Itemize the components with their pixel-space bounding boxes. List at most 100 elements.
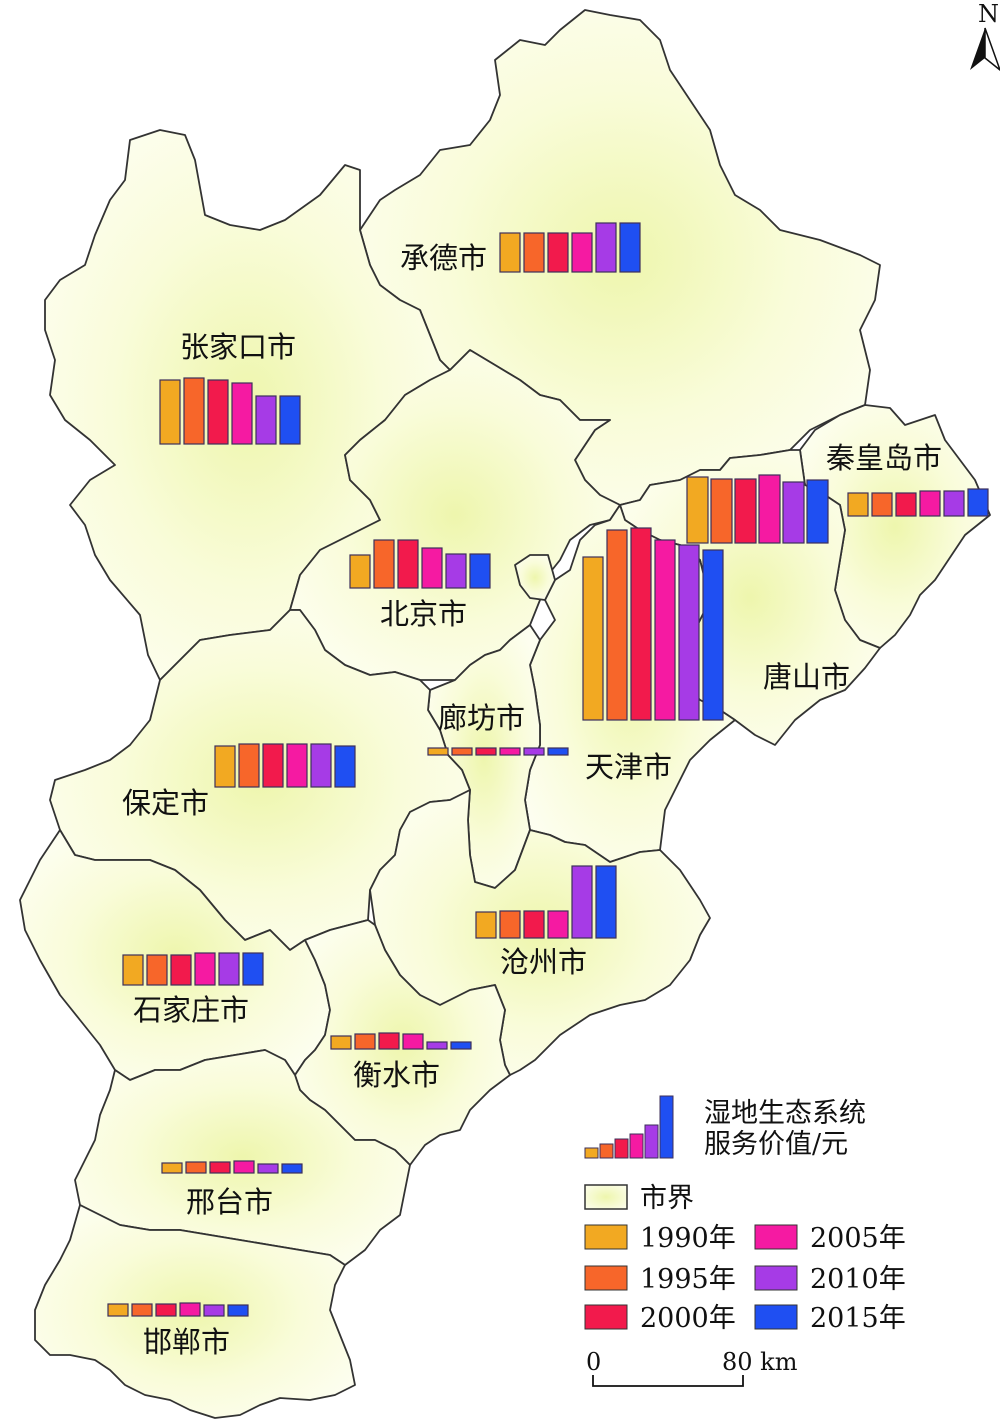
bar-2015年 [279,395,301,445]
bar-2000年 [547,232,569,273]
legend-sample-bar [614,1138,629,1159]
bar-2015年 [227,1304,249,1317]
label-cangzhou: 沧州市 [500,945,587,979]
bar-groups [107,222,989,1317]
bar-2005年 [402,1033,424,1050]
bar-2015年 [806,479,829,544]
bar-2000年 [523,910,545,939]
legend-label-2015: 2015年 [810,1303,906,1334]
legend-title-line1: 湿地生态系统 [704,1098,866,1129]
bar-1995年 [354,1033,376,1050]
legend-label-2000: 2000年 [640,1303,736,1334]
bar-group [847,488,989,517]
scale-end: 80 km [722,1348,798,1376]
bar-2010年 [678,544,700,721]
bar-2000年 [378,1032,400,1050]
bar-2000年 [170,954,192,986]
label-chengde: 承德市 [400,241,487,275]
bar-2010年 [445,553,467,589]
label-hengshui: 衡水市 [353,1058,440,1092]
bar-2005年 [758,474,781,544]
scale-start: 0 [586,1348,601,1376]
bar-group [475,865,617,939]
bar-2000年 [475,747,497,756]
bar-2015年 [469,553,491,589]
legend-title-line2: 服务价值/元 [704,1129,848,1160]
bar-1995年 [523,232,545,273]
bar-2015年 [450,1041,472,1050]
legend-label-2005: 2005年 [810,1223,906,1254]
bar-group [107,1302,249,1317]
bar-group [686,474,829,544]
label-qinhuangdao: 秦皇岛市 [826,441,942,475]
bar-2010年 [310,743,332,788]
bar-2000年 [262,743,284,788]
bar-2000年 [630,527,652,721]
bar-2010年 [782,481,805,544]
legend-sample-bar [659,1095,674,1159]
bar-2000年 [209,1161,231,1174]
bar-2010年 [257,1163,279,1174]
bar-2010年 [571,865,593,939]
bar-2000年 [207,379,229,445]
bar-2015年 [595,865,617,939]
legend-label-1995: 1995年 [640,1264,736,1295]
bar-2005年 [286,743,308,788]
bar-2005年 [499,747,521,756]
legend-swatch-1995 [584,1265,628,1291]
bar-1995年 [373,539,395,589]
bar-2005年 [421,547,443,589]
bar-2005年 [233,1160,255,1174]
bar-2010年 [595,222,617,273]
label-langfang: 廊坊市 [438,701,525,735]
bar-2005年 [194,952,216,986]
legend-sample-bar [599,1143,614,1159]
region-tianjin-west [514,554,556,601]
bar-1990年 [686,476,709,544]
bar-2015年 [547,747,569,756]
bar-1995年 [606,529,628,721]
legend-label-2010: 2010年 [810,1264,906,1295]
legend-swatch-2015 [754,1304,798,1330]
legend-sample-bar [584,1147,599,1159]
bar-1990年 [847,492,869,517]
scale-bar: 0 80 km [586,1348,798,1387]
bar-1990年 [330,1035,352,1050]
bar-group [499,222,641,273]
bar-1995年 [131,1303,153,1317]
bar-2015年 [619,222,641,273]
legend-sample-bar [629,1133,644,1159]
label-xingtai: 邢台市 [186,1185,273,1219]
bar-2010年 [255,395,277,445]
bar-2005年 [571,232,593,273]
bar-2010年 [426,1041,448,1050]
bar-2015年 [702,549,724,721]
bar-1995年 [499,910,521,939]
bar-1990年 [161,1162,183,1174]
label-baoding: 保定市 [122,786,209,820]
label-beijing: 北京市 [380,597,467,631]
bar-2000年 [397,539,419,589]
label-tangshan: 唐山市 [763,660,850,694]
label-handan: 邯郸市 [143,1325,230,1359]
label-tianjin: 天津市 [585,750,672,784]
bar-2005年 [547,910,569,939]
bar-1990年 [159,379,181,445]
bar-group [330,1032,472,1050]
bar-1990年 [499,232,521,273]
bar-1990年 [427,747,449,756]
bar-2000年 [155,1303,177,1317]
bar-1995年 [710,478,733,544]
legend: 湿地生态系统 服务价值/元 市界 1990年 1995年 2000年 2005年… [584,1095,906,1334]
bar-1995年 [238,743,260,788]
legend-sample-bar [644,1124,659,1159]
bar-2010年 [943,490,965,517]
bar-2015年 [242,952,264,986]
legend-swatch-2005 [754,1224,798,1250]
label-shijiazhuang: 石家庄市 [133,993,249,1027]
legend-swatch-2000 [584,1304,628,1330]
bar-2015年 [334,745,356,788]
bar-1995年 [183,377,205,445]
bar-2010年 [203,1304,225,1317]
bar-2005年 [919,490,941,517]
